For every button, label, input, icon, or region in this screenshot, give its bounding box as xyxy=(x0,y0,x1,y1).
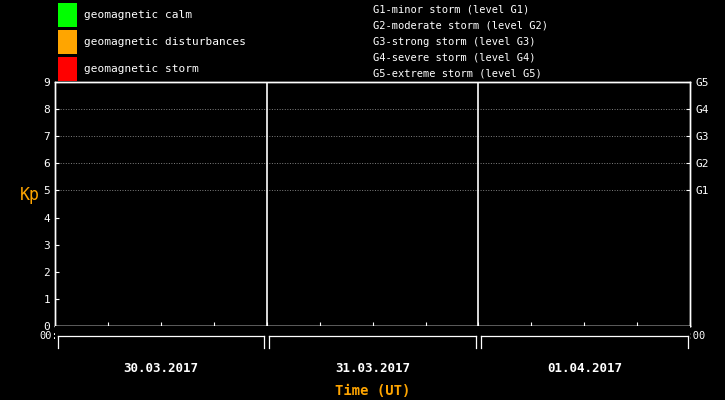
Text: 31.03.2017: 31.03.2017 xyxy=(335,362,410,374)
Text: G4-severe storm (level G4): G4-severe storm (level G4) xyxy=(373,53,535,63)
Bar xyxy=(58,57,78,81)
Text: geomagnetic calm: geomagnetic calm xyxy=(83,10,191,20)
Text: geomagnetic storm: geomagnetic storm xyxy=(83,64,199,74)
Bar xyxy=(58,30,78,54)
Text: G1-minor storm (level G1): G1-minor storm (level G1) xyxy=(373,5,529,15)
Y-axis label: Kp: Kp xyxy=(20,186,40,204)
Text: geomagnetic disturbances: geomagnetic disturbances xyxy=(83,37,246,47)
Bar xyxy=(58,3,78,27)
Text: G5-extreme storm (level G5): G5-extreme storm (level G5) xyxy=(373,69,542,79)
Text: G2-moderate storm (level G2): G2-moderate storm (level G2) xyxy=(373,21,547,31)
Text: 30.03.2017: 30.03.2017 xyxy=(123,362,199,374)
Text: Time (UT): Time (UT) xyxy=(335,384,410,398)
Text: 01.04.2017: 01.04.2017 xyxy=(547,362,622,374)
Text: G3-strong storm (level G3): G3-strong storm (level G3) xyxy=(373,37,535,47)
